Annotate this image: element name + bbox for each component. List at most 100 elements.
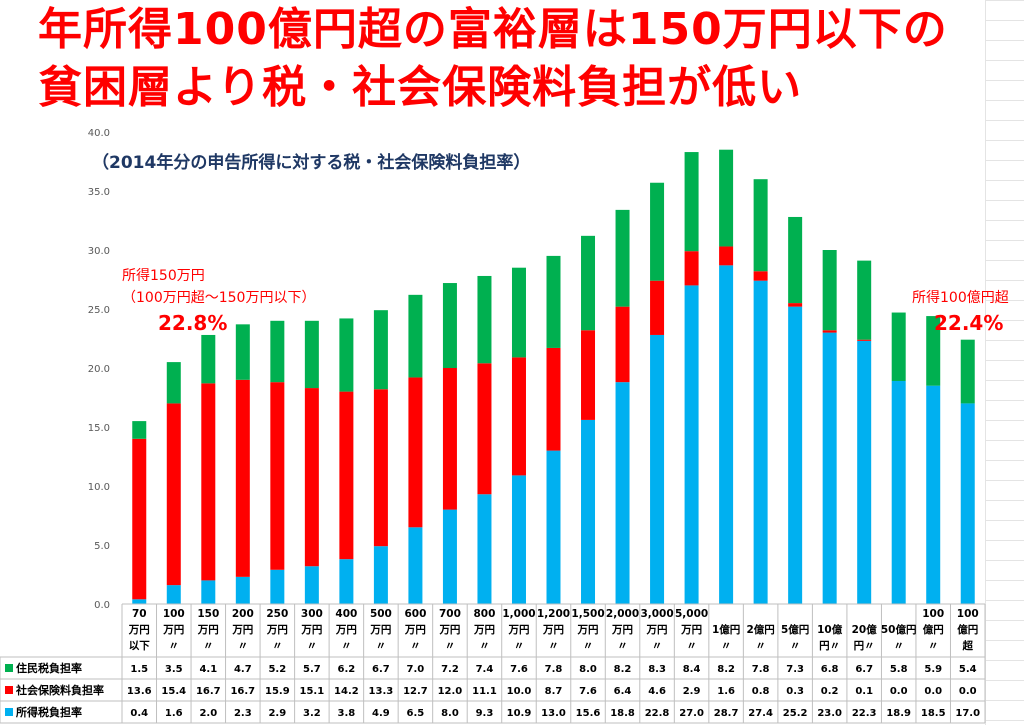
- y-tick-label: 5.0: [94, 541, 110, 552]
- category-label: 円〃: [854, 640, 875, 652]
- table-value: 6.4: [614, 686, 632, 697]
- table-value: 10.0: [507, 686, 532, 697]
- category-label: 100: [922, 608, 944, 620]
- bar-segment: [442, 368, 457, 510]
- bar-segment: [339, 318, 354, 392]
- bar-segment: [719, 265, 734, 604]
- annotation-left-value: 22.8%: [158, 311, 228, 335]
- category-label: 400: [335, 608, 357, 620]
- category-label: 〃: [617, 640, 628, 652]
- table-value: 15.1: [300, 686, 325, 697]
- table-value: 8.3: [648, 664, 666, 675]
- title-line-2: 貧困層より税・社会保険料負担が低い: [38, 62, 803, 113]
- category-label: 2,000: [606, 608, 639, 620]
- bar-segment: [201, 383, 216, 581]
- bar-segment: [132, 421, 147, 439]
- bar-segment: [270, 569, 285, 604]
- category-label: 円〃: [819, 640, 840, 652]
- table-value: 7.0: [407, 664, 425, 675]
- category-label: 〃: [272, 640, 283, 652]
- table-value: 6.5: [407, 708, 425, 719]
- bar-segment: [788, 306, 803, 604]
- bar-segment: [960, 403, 975, 604]
- table-value: 0.0: [890, 686, 908, 697]
- category-label: 億円: [923, 623, 944, 636]
- table-value: 6.7: [855, 664, 873, 675]
- bar-segment: [132, 438, 147, 600]
- table-value: 9.3: [476, 708, 494, 719]
- bar-segment: [373, 389, 388, 547]
- bar-segment: [270, 382, 285, 570]
- category-label: 150: [197, 608, 219, 620]
- table-value: 8.2: [717, 664, 735, 675]
- category-label: 600: [404, 608, 426, 620]
- table-value: 8.0: [441, 708, 459, 719]
- y-tick-label: 35.0: [88, 187, 110, 198]
- bar-segment: [615, 382, 630, 604]
- table-value: 10.9: [507, 708, 532, 719]
- bar-segment: [615, 306, 630, 383]
- table-value: 7.8: [752, 664, 770, 675]
- category-label: 万円: [646, 624, 668, 636]
- table-value: 5.9: [924, 664, 942, 675]
- category-label: 〃: [341, 640, 352, 652]
- bar-segment: [546, 255, 561, 348]
- category-label: 万円: [300, 624, 322, 636]
- bar-segment: [822, 332, 837, 604]
- category-label: 〃: [514, 640, 525, 652]
- legend-series-name: 所得税負担率: [16, 705, 82, 719]
- table-value: 0.0: [959, 686, 977, 697]
- category-label: 〃: [790, 640, 801, 652]
- bar-segment: [857, 340, 872, 604]
- bar-segment: [166, 362, 181, 404]
- bar-segment: [960, 339, 975, 404]
- annotation-right-value: 22.4%: [934, 311, 1004, 335]
- table-value: 7.4: [476, 664, 494, 675]
- category-label: 以下: [129, 640, 150, 652]
- table-value: 27.0: [679, 708, 704, 719]
- bar-segment: [408, 527, 423, 604]
- bar-segment: [684, 285, 699, 604]
- bar-segment: [442, 509, 457, 604]
- bar-segment: [891, 380, 906, 604]
- bar-segment: [270, 320, 285, 383]
- table-value: 13.0: [541, 708, 566, 719]
- y-tick-label: 20.0: [88, 364, 110, 375]
- table-value: 4.7: [234, 664, 252, 675]
- y-tick-label: 10.0: [88, 482, 110, 493]
- bar-segment: [339, 391, 354, 560]
- category-label: 300: [301, 608, 323, 620]
- table-value: 7.8: [545, 664, 563, 675]
- bar-segment: [373, 546, 388, 604]
- table-value: 5.7: [303, 664, 321, 675]
- table-value: 2.0: [199, 708, 217, 719]
- category-label: 20億: [852, 623, 878, 636]
- category-label: 〃: [721, 640, 732, 652]
- bar-segment: [304, 320, 319, 389]
- category-label: 万円: [197, 624, 219, 636]
- category-label: 万円: [231, 624, 253, 636]
- table-value: 1.6: [717, 686, 735, 697]
- bar-segment: [650, 280, 665, 335]
- category-label: 〃: [307, 640, 318, 652]
- table-value: 3.5: [165, 664, 183, 675]
- category-label: 1,000: [502, 608, 535, 620]
- table-value: 15.9: [265, 686, 290, 697]
- table-value: 6.8: [821, 664, 839, 675]
- bar-segment: [477, 363, 492, 495]
- chart-subtitle: （2014年分の申告所得に対する税・社会保険料負担率）: [92, 153, 531, 173]
- bar-segment: [511, 475, 526, 604]
- category-label: 2億円: [746, 623, 774, 636]
- table-value: 28.7: [714, 708, 739, 719]
- legend-swatch: [5, 664, 13, 672]
- bar-segment: [339, 559, 354, 604]
- bar-segment: [719, 149, 734, 247]
- category-label: 〃: [238, 640, 249, 652]
- category-label: 50億円: [881, 623, 917, 636]
- table-value: 16.7: [230, 686, 255, 697]
- category-label: 100: [163, 608, 185, 620]
- table-value: 0.1: [855, 686, 873, 697]
- bar-segment: [546, 347, 561, 451]
- category-label: 万円: [577, 624, 599, 636]
- bar-segment: [304, 388, 319, 567]
